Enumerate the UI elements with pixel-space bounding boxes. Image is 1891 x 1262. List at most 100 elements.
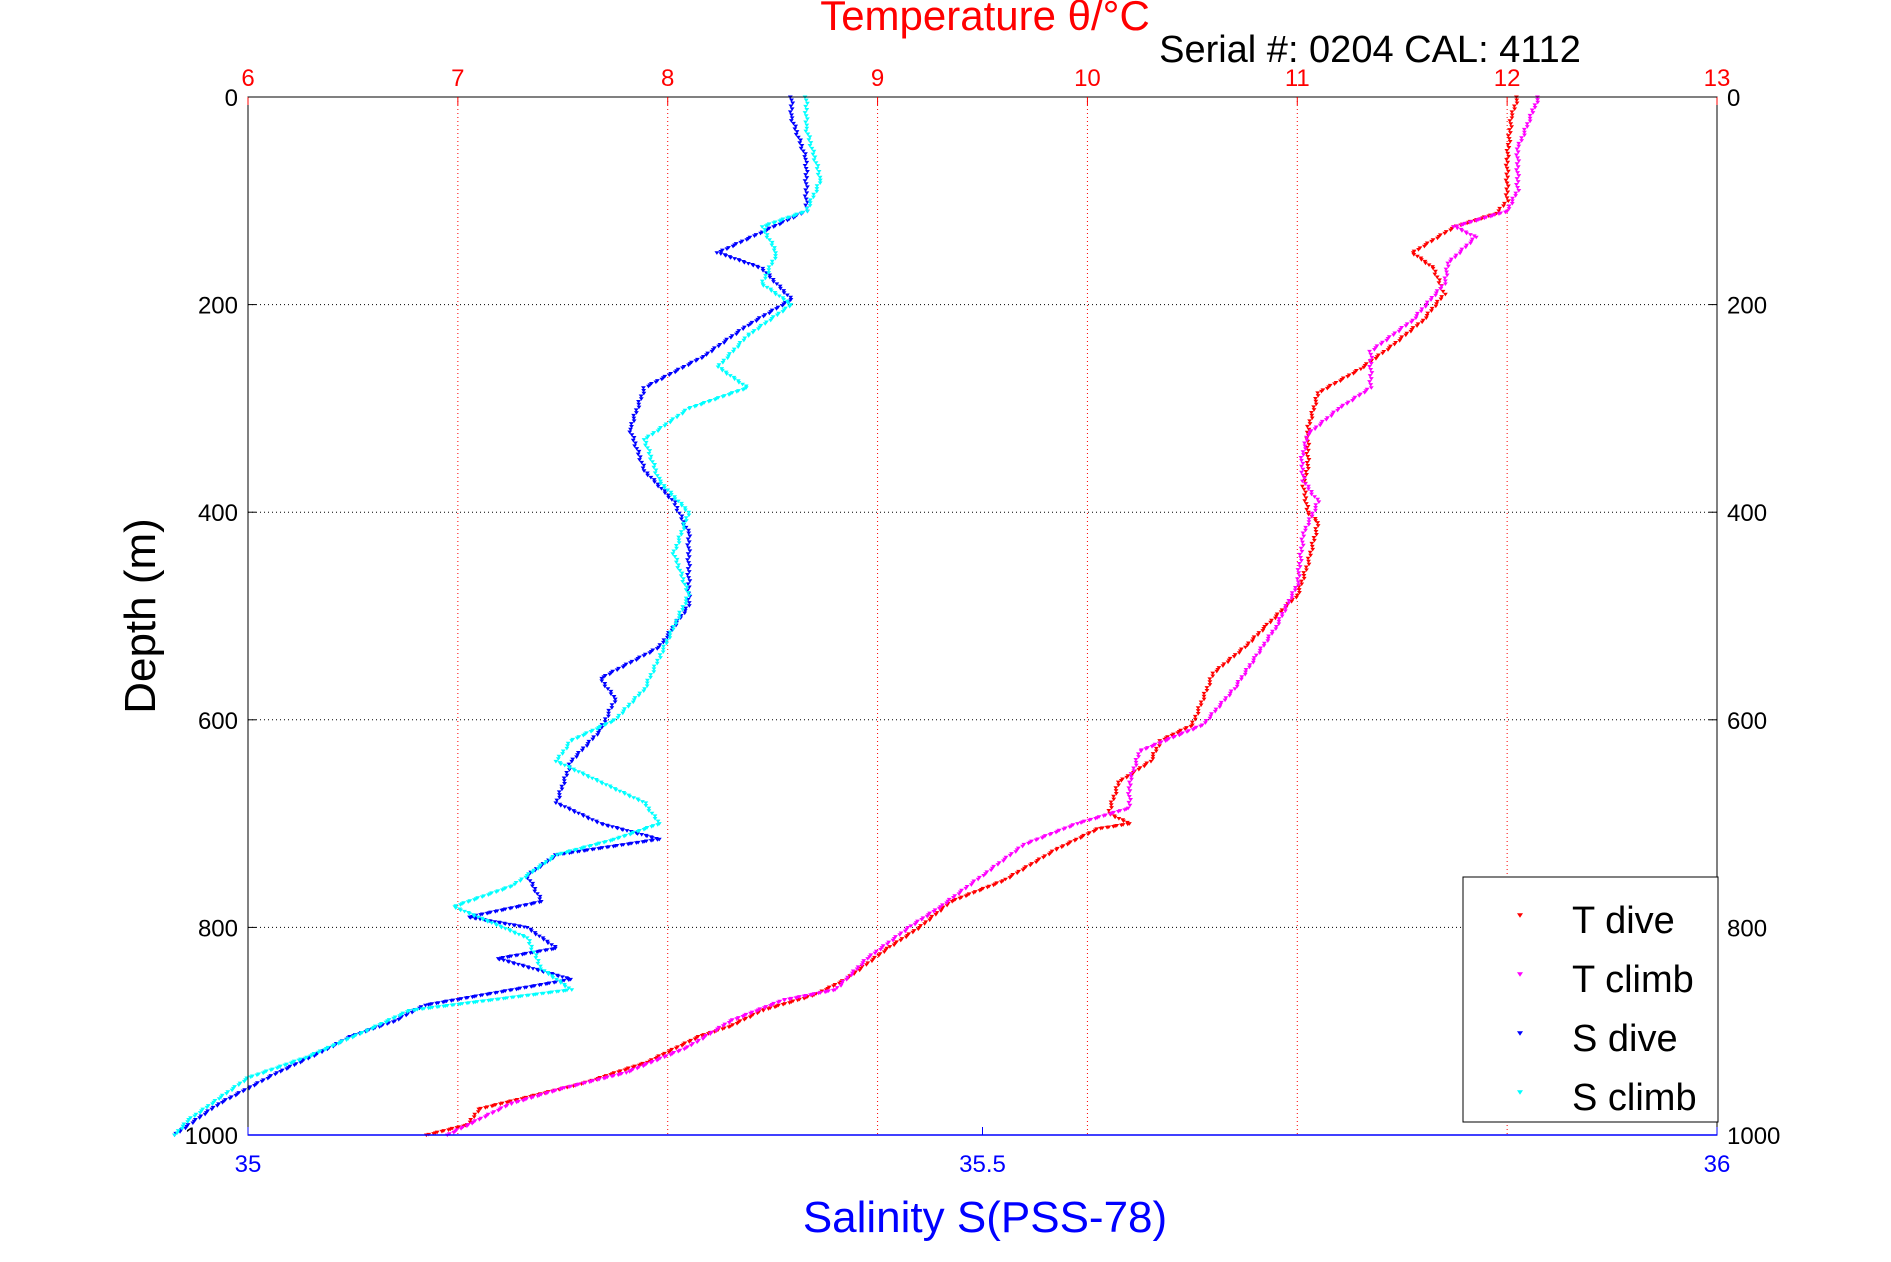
data-point <box>554 798 560 803</box>
data-point <box>632 696 638 700</box>
data-point <box>514 905 519 910</box>
data-point <box>514 1100 520 1105</box>
data-point <box>1356 394 1362 398</box>
data-point <box>759 225 765 229</box>
data-point <box>1027 863 1033 868</box>
data-point <box>985 885 990 890</box>
data-series <box>172 95 1541 1138</box>
data-point <box>1434 289 1440 293</box>
data-point <box>809 146 815 151</box>
data-point <box>815 164 821 168</box>
data-point <box>898 931 904 936</box>
data-point <box>686 540 692 545</box>
data-point <box>660 650 666 655</box>
data-point <box>1325 416 1330 420</box>
data-point <box>725 356 731 361</box>
data-point <box>673 1046 679 1051</box>
data-point <box>483 1106 488 1110</box>
data-point <box>576 770 581 774</box>
data-point <box>501 958 507 963</box>
data-point <box>991 864 997 869</box>
data-point <box>612 697 618 702</box>
temperature-tick-label: 10 <box>1074 65 1101 92</box>
data-point <box>1222 698 1228 703</box>
data-point <box>1305 448 1311 453</box>
data-point <box>1473 235 1479 240</box>
data-point <box>588 730 594 734</box>
data-point <box>804 191 810 196</box>
data-point <box>564 770 570 775</box>
data-point <box>683 606 689 611</box>
data-point <box>891 936 897 941</box>
data-point <box>619 843 625 848</box>
data-point <box>787 1001 792 1005</box>
data-point <box>175 1129 181 1133</box>
data-point <box>771 248 777 253</box>
data-point <box>530 967 536 971</box>
data-point <box>1404 331 1410 336</box>
data-point <box>1414 324 1420 328</box>
depth-tick-label-left: 1000 <box>185 1123 238 1150</box>
data-point <box>1315 391 1321 395</box>
data-point <box>520 952 525 957</box>
data-point <box>1351 371 1356 376</box>
data-point <box>652 463 658 467</box>
data-point <box>608 785 614 790</box>
data-point <box>1238 677 1244 682</box>
data-point <box>635 832 640 836</box>
data-point <box>580 733 586 738</box>
data-point <box>730 244 736 249</box>
data-point <box>533 932 539 937</box>
data-point <box>768 1004 773 1008</box>
depth-tick-label-right: 1000 <box>1727 1123 1780 1150</box>
data-point <box>726 1025 732 1030</box>
data-point <box>1368 352 1374 357</box>
data-point <box>1204 686 1210 690</box>
data-point <box>975 877 981 882</box>
data-point <box>1367 349 1372 354</box>
data-point <box>1128 797 1133 802</box>
data-point <box>1138 749 1144 754</box>
data-point <box>817 178 823 183</box>
data-point <box>1434 299 1440 304</box>
data-point <box>478 913 484 917</box>
data-point <box>478 993 484 998</box>
data-point <box>721 358 727 363</box>
data-point <box>634 1066 640 1071</box>
data-point <box>1108 803 1114 807</box>
data-point <box>546 972 551 977</box>
data-point <box>627 832 633 837</box>
data-point <box>638 397 644 401</box>
data-point <box>790 101 796 106</box>
data-point <box>566 762 572 767</box>
data-point <box>492 991 498 995</box>
data-point <box>774 282 780 286</box>
data-point <box>475 1110 481 1114</box>
data-point <box>1157 744 1162 748</box>
data-point <box>448 999 454 1003</box>
data-point <box>631 796 637 800</box>
data-point <box>484 992 490 997</box>
data-point <box>620 665 626 670</box>
data-point <box>876 954 882 958</box>
data-point <box>1505 175 1511 180</box>
data-point <box>1368 386 1374 390</box>
data-point <box>1314 533 1319 537</box>
data-point <box>1403 333 1409 338</box>
data-point <box>464 1001 470 1006</box>
data-point <box>1323 418 1329 422</box>
data-point <box>789 107 795 112</box>
data-point <box>1235 682 1240 687</box>
data-point <box>849 973 854 978</box>
data-point <box>557 795 563 800</box>
data-point <box>622 1068 628 1073</box>
data-point <box>1432 272 1438 277</box>
data-point <box>1344 402 1350 406</box>
data-point <box>1385 337 1391 341</box>
data-point <box>644 471 650 476</box>
data-point <box>489 921 495 925</box>
data-point <box>712 398 718 402</box>
data-point <box>172 1133 177 1138</box>
data-point <box>631 416 637 421</box>
data-point <box>720 1027 726 1032</box>
